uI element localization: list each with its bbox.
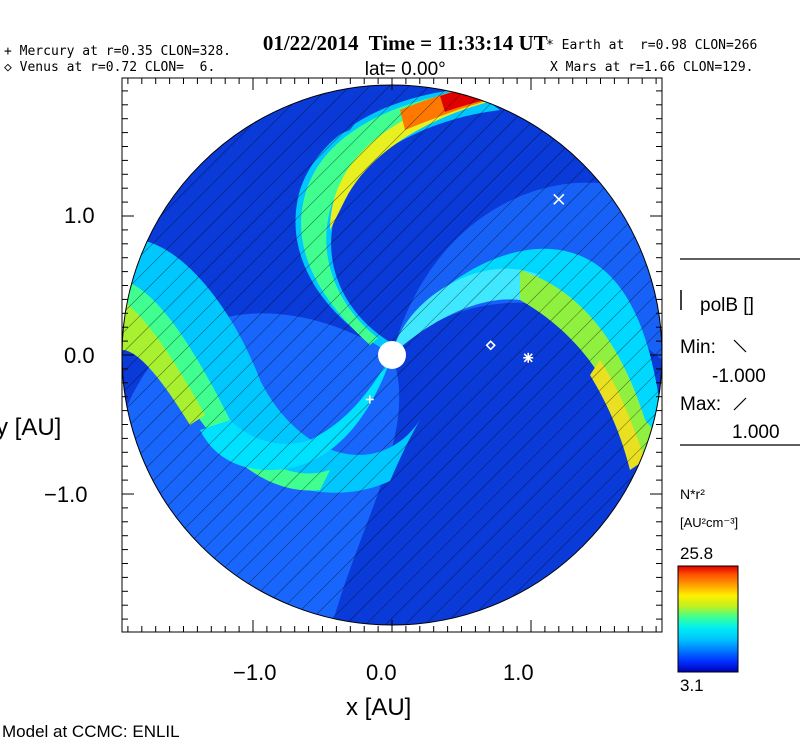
y-tick-label: 0.0	[64, 343, 95, 368]
y-tick-label: 1.0	[64, 203, 95, 228]
title-latitude: lat= 0.00°	[364, 59, 446, 80]
earth-info: * Earth at r=0.98 CLON=266	[546, 38, 758, 53]
polb-min-label: Min:	[680, 337, 716, 358]
colorbar-min: 3.1	[680, 676, 704, 695]
colorbar-quantity: N*r²	[680, 486, 705, 502]
inner-boundary	[378, 341, 406, 369]
colorbar-max: 25.8	[680, 544, 714, 563]
planet-markers	[365, 193, 565, 404]
max-hatch-icon	[733, 397, 747, 411]
mars-info: X Mars at r=1.66 CLON=129.	[550, 60, 754, 75]
polb-max-label: Max:	[680, 394, 722, 415]
model-credit: Model at CCMC: ENLIL	[2, 722, 180, 741]
axis-ticks	[122, 78, 662, 632]
min-hatch-icon	[733, 339, 747, 353]
x-tick-label: 1.0	[503, 660, 534, 685]
y-axis-title: y [AU]	[0, 414, 62, 441]
mercury-marker	[365, 395, 374, 404]
colorbar-units: [AU²cm⁻³]	[680, 515, 739, 530]
x-tick-label: −1.0	[233, 660, 277, 685]
mars-marker	[553, 193, 565, 205]
venus-marker	[485, 340, 496, 351]
polb-label: polB []	[700, 295, 754, 316]
plot-title: 01/22/2014 Time = 11:33:14 UT lat= 0.00°	[0, 6, 800, 81]
earth-marker	[523, 352, 534, 363]
polb-min-value: -1.000	[712, 366, 766, 387]
mercury-info: + Mercury at r=0.35 CLON=328.	[4, 44, 231, 59]
venus-info: ◇ Venus at r=0.72 CLON= 6.	[4, 60, 216, 75]
colorbar	[677, 565, 739, 673]
polb-max-value: 1.000	[732, 422, 780, 443]
title-date-time: 01/22/2014 Time = 11:33:14 UT	[262, 31, 548, 55]
x-axis-title: x [AU]	[346, 694, 412, 721]
x-tick-label: 0.0	[366, 660, 397, 685]
y-tick-label: −1.0	[44, 482, 88, 507]
